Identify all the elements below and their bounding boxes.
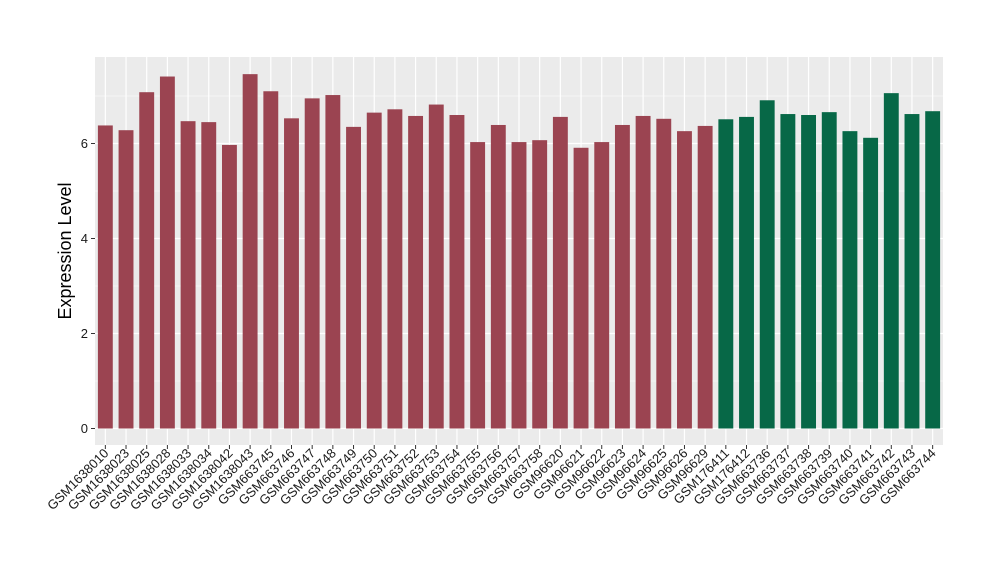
bar bbox=[325, 95, 341, 429]
y-tick-label: 6 bbox=[81, 136, 88, 151]
bar bbox=[511, 142, 527, 429]
bar bbox=[470, 142, 486, 429]
bar bbox=[346, 126, 361, 429]
bar bbox=[801, 115, 817, 429]
bar bbox=[139, 92, 155, 429]
bar bbox=[677, 131, 692, 429]
bar bbox=[387, 109, 403, 429]
y-tick-label: 4 bbox=[81, 231, 88, 246]
bar bbox=[449, 115, 465, 429]
bar bbox=[304, 98, 320, 429]
bar bbox=[635, 115, 651, 429]
bar bbox=[242, 74, 258, 429]
bar bbox=[366, 112, 382, 429]
bar bbox=[780, 114, 796, 429]
bar bbox=[159, 76, 175, 429]
bar bbox=[573, 147, 589, 429]
y-tick-label: 0 bbox=[81, 421, 88, 436]
bar bbox=[408, 115, 424, 429]
bar bbox=[883, 93, 899, 429]
bar bbox=[284, 118, 299, 429]
bar bbox=[263, 91, 279, 429]
bar bbox=[614, 124, 630, 429]
bar bbox=[118, 130, 134, 429]
bar bbox=[221, 144, 237, 429]
bar bbox=[718, 119, 734, 429]
bar bbox=[552, 116, 568, 429]
y-tick-label: 2 bbox=[81, 326, 88, 341]
bar bbox=[821, 112, 837, 429]
bar bbox=[759, 100, 775, 429]
bar bbox=[532, 140, 548, 429]
y-axis: 0 2 4 6 bbox=[81, 136, 95, 436]
bar bbox=[925, 111, 941, 429]
bar bbox=[842, 131, 858, 429]
y-axis-title: Expression Level bbox=[55, 182, 75, 319]
bar bbox=[697, 125, 713, 429]
bar bbox=[594, 142, 610, 429]
bar bbox=[904, 114, 920, 429]
bars bbox=[97, 74, 941, 429]
bar bbox=[490, 124, 506, 429]
bar bbox=[739, 116, 754, 429]
bar bbox=[201, 122, 217, 429]
x-axis: GSM1638010GSM1638023GSM1638025GSM1638028… bbox=[44, 445, 939, 513]
bar bbox=[656, 118, 672, 429]
bar bbox=[180, 121, 196, 429]
bar bbox=[428, 104, 444, 429]
bar bbox=[97, 125, 113, 429]
bar bbox=[863, 137, 879, 429]
